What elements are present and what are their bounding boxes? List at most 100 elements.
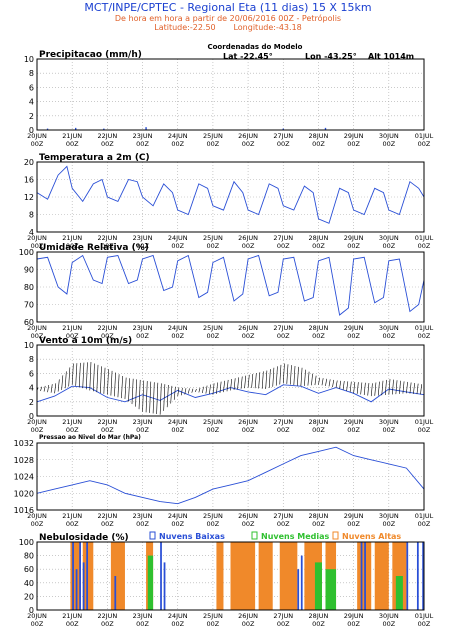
x-tick-day: 21JUN <box>62 324 82 332</box>
x-tick-hour: 00Z <box>66 620 79 628</box>
wind-barb <box>349 381 352 393</box>
x-tick-hour: 00Z <box>31 620 44 628</box>
x-tick-hour: 00Z <box>136 620 149 628</box>
precip-bar <box>324 127 327 130</box>
y-tick-label: 70 <box>24 301 34 310</box>
wind-barb <box>202 386 204 394</box>
x-tick-day: 28JUN <box>309 512 329 520</box>
y-tick-label: 8 <box>29 355 34 364</box>
x-tick-hour: 00Z <box>242 332 255 340</box>
x-tick-hour: 00Z <box>207 520 220 528</box>
wind-barb <box>92 363 95 392</box>
x-tick-hour: 00Z <box>101 140 114 148</box>
y-tick-label: 10 <box>24 55 34 64</box>
x-tick-day: 20JUN <box>27 418 47 426</box>
x-tick-hour: 00Z <box>418 140 431 148</box>
low-cloud-bar <box>72 542 74 610</box>
wind-barb <box>374 382 377 396</box>
x-tick-day: 24JUN <box>168 324 188 332</box>
x-tick-day: 27JUN <box>273 512 293 520</box>
x-tick-hour: 00Z <box>66 332 79 340</box>
x-tick-day: 01JUL <box>415 418 434 426</box>
wind-barb <box>216 382 218 394</box>
panel-title-cloud: Nebulosidade (%) <box>39 533 129 543</box>
wind-barb <box>251 373 254 388</box>
y-tick-label: 6 <box>29 83 34 92</box>
x-tick-day: 21JUN <box>62 512 82 520</box>
wind-barb <box>409 382 412 394</box>
mid-cloud-bar <box>325 569 337 610</box>
x-tick-day: 30JUN <box>379 234 399 242</box>
wind-barb <box>170 385 173 404</box>
wind-barb <box>145 381 148 413</box>
x-tick-hour: 00Z <box>242 426 255 434</box>
x-tick-hour: 00Z <box>242 140 255 148</box>
x-tick-hour: 00Z <box>382 332 395 340</box>
x-tick-hour: 00Z <box>207 242 220 250</box>
panel-title-pres: Pressao ao Nivel do Mar (hPa) <box>39 434 141 441</box>
wind-barb <box>156 382 159 415</box>
wind-barb <box>254 373 257 389</box>
y-tick-label: 60 <box>24 565 34 574</box>
wind-barb <box>103 367 106 394</box>
y-tick-label: 8 <box>29 69 34 78</box>
wind-barb <box>75 363 78 386</box>
panel-title-precip: Precipitacao (mm/h) <box>39 50 142 60</box>
y-tick-label: 90 <box>24 266 34 275</box>
wind-barb <box>363 382 366 396</box>
wind-barb <box>121 375 123 399</box>
y-tick-label: 10 <box>24 341 34 350</box>
x-tick-day: 01JUL <box>415 512 434 520</box>
legend-swatch <box>332 531 339 540</box>
y-tick-label: 1032 <box>14 439 34 448</box>
x-tick-day: 22JUN <box>97 234 117 242</box>
x-tick-hour: 00Z <box>207 140 220 148</box>
wind-barb <box>100 366 102 394</box>
legend-label: Nuvens Altas <box>342 532 401 541</box>
x-tick-day: 22JUN <box>97 418 117 426</box>
x-tick-day: 29JUN <box>344 512 364 520</box>
mid-cloud-bar <box>395 576 403 610</box>
wind-barb <box>149 381 152 413</box>
x-tick-hour: 00Z <box>101 520 114 528</box>
x-tick-day: 25JUN <box>203 512 223 520</box>
x-tick-day: 30JUN <box>379 418 399 426</box>
wind-barb <box>328 379 331 387</box>
x-tick-hour: 00Z <box>31 332 44 340</box>
wind-barb <box>159 383 162 415</box>
x-tick-hour: 00Z <box>347 140 360 148</box>
x-tick-hour: 00Z <box>207 426 220 434</box>
x-tick-day: 26JUN <box>238 512 258 520</box>
x-tick-day: 27JUN <box>273 132 293 140</box>
x-tick-hour: 00Z <box>171 426 184 434</box>
wind-barb <box>96 364 99 393</box>
x-tick-day: 25JUN <box>203 324 223 332</box>
wind-barb <box>187 388 190 394</box>
x-tick-day: 21JUN <box>62 612 82 620</box>
x-tick-hour: 00Z <box>277 140 290 148</box>
precip-bar <box>75 127 77 130</box>
panel-title-wind: Vento a 10m (m/s) <box>39 336 132 346</box>
x-tick-hour: 00Z <box>347 520 360 528</box>
x-tick-day: 28JUN <box>309 418 329 426</box>
high-cloud-bar <box>230 542 256 610</box>
wind-barb <box>420 384 422 395</box>
x-tick-hour: 00Z <box>136 332 149 340</box>
series-line-pres <box>36 446 425 505</box>
wind-barb <box>286 364 289 384</box>
wind-barb <box>166 385 169 408</box>
x-tick-day: 27JUN <box>273 324 293 332</box>
x-tick-day: 27JUN <box>273 612 293 620</box>
x-tick-day: 01JUL <box>415 612 434 620</box>
wind-barb <box>307 371 310 386</box>
longitude-label: Longitude:-43.18 <box>233 23 302 32</box>
wind-barb <box>385 379 387 396</box>
wind-barb <box>191 388 194 393</box>
mid-cloud-bar <box>314 562 322 610</box>
x-tick-hour: 00Z <box>418 332 431 340</box>
y-tick-label: 6 <box>29 369 34 378</box>
low-cloud-bar <box>79 542 81 610</box>
low-cloud-bar <box>364 542 366 610</box>
x-tick-hour: 00Z <box>347 242 360 250</box>
panel-title-rh: Umidade Relativa (%) <box>39 243 149 253</box>
